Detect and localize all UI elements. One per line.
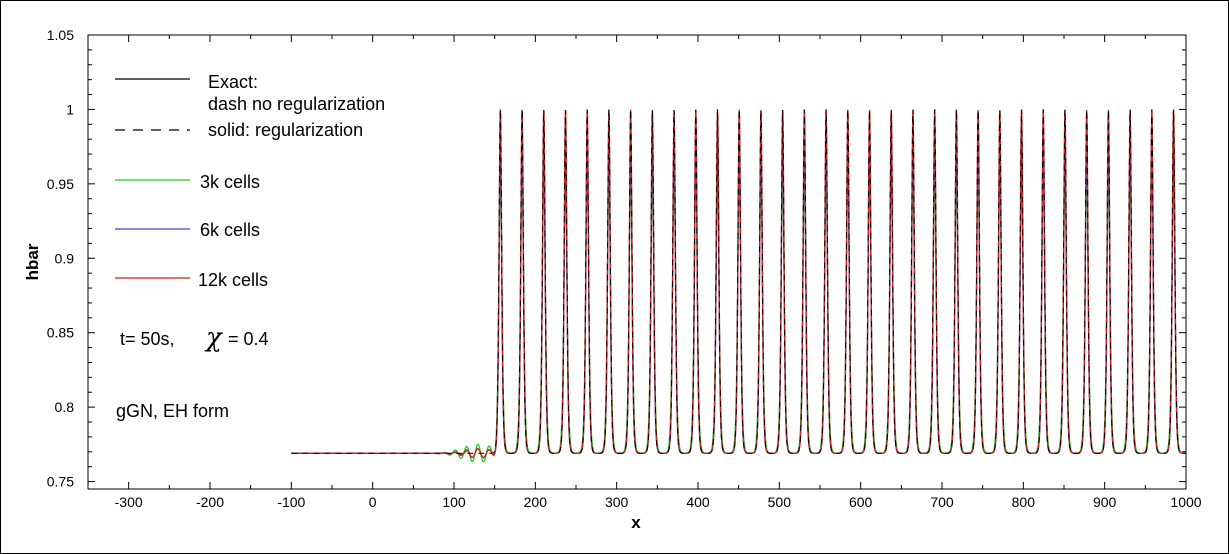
- legend: Exact: dash no regularization solid: reg…: [115, 72, 385, 290]
- y-tick-label: 0.8: [55, 399, 75, 415]
- x-tick-label: 400: [686, 494, 710, 510]
- y-tick-label: 0.85: [47, 325, 74, 341]
- annotation-time: t= 50s,: [120, 329, 175, 349]
- y-tick-label: 0.9: [55, 250, 75, 266]
- x-tick-label: 300: [605, 494, 629, 510]
- y-tick-label: 1.05: [47, 27, 74, 43]
- chi-symbol: χ: [204, 323, 224, 353]
- x-tick-label: 1000: [1170, 494, 1201, 510]
- x-tick-label: -300: [115, 494, 143, 510]
- x-tick-label: 700: [930, 494, 954, 510]
- x-axis-title: x: [631, 513, 641, 532]
- legend-exact-note: dash no regularization: [208, 94, 385, 114]
- annotation-parameters: t= 50s, χ = 0.4 gGN, EH form: [116, 323, 269, 421]
- legend-exact-label: Exact:: [208, 72, 258, 92]
- annotation-model: gGN, EH form: [116, 401, 229, 421]
- legend-exact-dash-label: solid: regularization: [208, 120, 363, 140]
- plot-area-border: [87, 34, 1187, 490]
- x-tick-label: 600: [849, 494, 873, 510]
- x-tick-label: 800: [1012, 494, 1036, 510]
- x-tick-label: -100: [277, 494, 305, 510]
- series-line-exact: [291, 109, 1186, 454]
- x-tick-label: 0: [369, 494, 377, 510]
- x-tick-label: 500: [768, 494, 792, 510]
- y-tick-label: 0.75: [47, 474, 74, 490]
- annotation-chi-value: = 0.4: [228, 329, 269, 349]
- legend-3k-label: 3k cells: [200, 172, 260, 192]
- y-tick-label: 0.95: [47, 176, 74, 192]
- x-tick-label: 200: [524, 494, 548, 510]
- x-tick-label: 900: [1093, 494, 1117, 510]
- data-series: [291, 109, 1186, 463]
- y-axis-title: hbar: [23, 243, 42, 280]
- legend-12k-label: 12k cells: [198, 270, 268, 290]
- legend-6k-label: 6k cells: [200, 220, 260, 240]
- y-tick-label: 1: [66, 101, 74, 117]
- axis-ticks: -300 -200 -100 0 100 200 300 400 500 600 700 800 900…: [47, 27, 1202, 510]
- x-tick-label: -200: [196, 494, 224, 510]
- x-tick-label: 100: [442, 494, 466, 510]
